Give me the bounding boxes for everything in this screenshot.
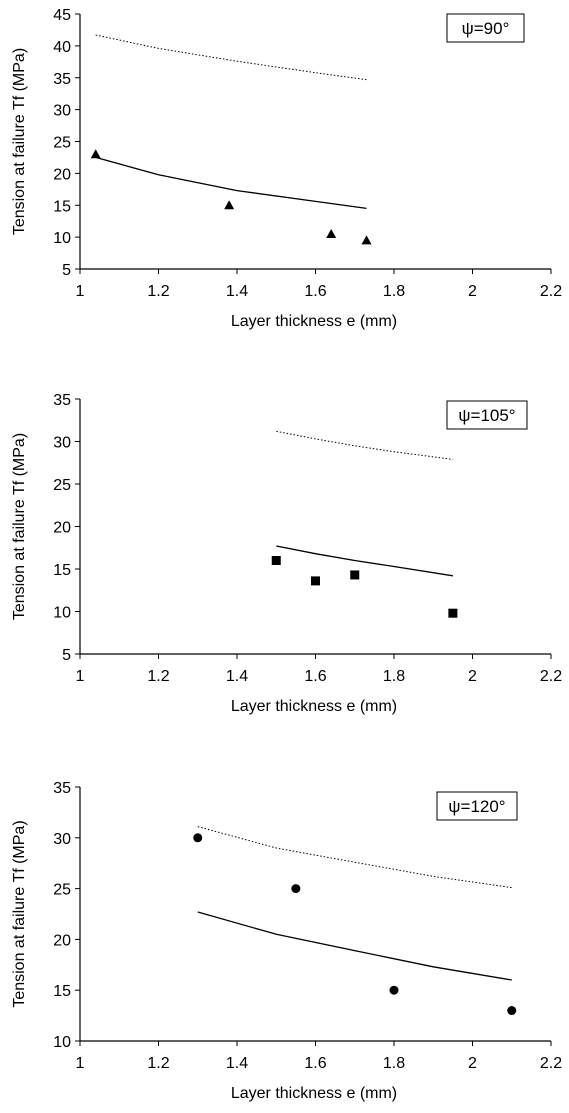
- square-point: [350, 570, 360, 580]
- y-tick-label: 35: [53, 392, 71, 409]
- dotted-model-curve: [197, 826, 512, 889]
- y-tick-label: 5: [62, 647, 71, 664]
- chart-panel-3: 10 15 20 25 30 35 1 1.2 1.4 1.6 1.8 2 2.2 Layer thick…: [11, 780, 562, 1102]
- y-tick-label: 5: [62, 262, 71, 279]
- y-tick-label: 25: [53, 882, 71, 899]
- y-tick-label: 35: [53, 780, 71, 797]
- y-tick-label: 10: [53, 605, 71, 622]
- x-tick-label: 2: [468, 283, 477, 300]
- x-axis-label: Layer thickness e (mm): [231, 698, 397, 715]
- square-point: [448, 608, 458, 618]
- y-tick-label: 35: [53, 71, 71, 88]
- x-tick-label: 1.6: [304, 1055, 326, 1072]
- y-tick-label: 20: [53, 932, 71, 949]
- x-tick-label: 2.2: [540, 1055, 562, 1072]
- angle-label-box: [446, 13, 525, 43]
- x-tick-label: 1.8: [383, 283, 405, 300]
- triangle-point: [224, 200, 235, 210]
- x-tick-label: 1.2: [147, 668, 169, 685]
- y-tick-label: 20: [53, 166, 71, 183]
- x-tick-label: 1.8: [383, 668, 405, 685]
- solid-model-curve: [276, 545, 454, 577]
- triangle-point: [90, 149, 101, 159]
- triangle-point: [361, 235, 372, 245]
- circle-point: [507, 1006, 517, 1016]
- chart-panel-2: 5 10 15 20 25 30 35 1 1.2 1.4 1.6 1.8 2 2.2 Layer thic…: [11, 392, 562, 715]
- x-tick-label: 2.2: [540, 283, 562, 300]
- angle-label-box: [436, 791, 518, 821]
- angle-label-box: [446, 400, 528, 430]
- x-tick-label: 1.6: [304, 283, 326, 300]
- square-point: [311, 576, 320, 586]
- x-tick-label: 1: [76, 283, 85, 300]
- y-axis-label: Tension at failure Tf (MPa): [11, 433, 28, 620]
- x-tick-label: 2: [468, 668, 477, 685]
- y-tick-label: 30: [53, 831, 71, 848]
- y-axis-label: Tension at failure Tf (MPa): [11, 820, 28, 1007]
- x-tick-label: 1.2: [147, 283, 169, 300]
- x-tick-label: 1.4: [226, 1055, 248, 1072]
- dotted-model-curve: [276, 430, 453, 460]
- x-tick-label: 1: [76, 668, 85, 685]
- y-axis-label: Tension at failure Tf (MPa): [11, 48, 28, 235]
- x-tick-label: 2: [468, 1055, 477, 1072]
- y-tick-label: 15: [53, 983, 71, 1000]
- chart-panel-1: 5 10 15 20 25 30 35 40 45 1 1.2 1.4 1.6 1.8 2 2.2 Layer …: [11, 7, 562, 330]
- y-tick-label: 15: [53, 562, 71, 579]
- x-axis-label: Layer thickness e (mm): [231, 1085, 397, 1102]
- y-tick-label: 45: [53, 7, 71, 24]
- y-tick-label: 25: [53, 135, 71, 152]
- y-tick-label: 30: [53, 103, 71, 120]
- x-tick-label: 1.6: [304, 668, 326, 685]
- y-tick-label: 40: [53, 39, 71, 56]
- solid-model-curve: [95, 156, 367, 210]
- circle-point: [291, 884, 301, 894]
- x-tick-label: 1.8: [383, 1055, 405, 1072]
- dotted-model-curve: [95, 34, 367, 81]
- circle-point: [193, 833, 203, 843]
- square-point: [271, 556, 281, 565]
- x-tick-label: 1.4: [226, 283, 248, 300]
- x-axis-label: Layer thickness e (mm): [231, 313, 397, 330]
- y-tick-label: 30: [53, 435, 71, 452]
- angle-label: ψ=120°: [448, 797, 505, 816]
- triangle-point: [326, 228, 337, 238]
- x-tick-label: 1: [76, 1055, 85, 1072]
- y-tick-label: 15: [53, 198, 71, 215]
- x-tick-label: 1.4: [226, 668, 248, 685]
- y-tick-label: 10: [53, 230, 71, 247]
- y-tick-label: 10: [53, 1034, 71, 1051]
- solid-model-curve: [197, 911, 512, 981]
- x-tick-label: 2.2: [540, 668, 562, 685]
- angle-label: ψ=105°: [458, 406, 515, 425]
- circle-point: [389, 985, 399, 995]
- y-tick-label: 20: [53, 520, 71, 537]
- x-tick-label: 1.2: [147, 1055, 169, 1072]
- y-tick-label: 25: [53, 477, 71, 494]
- angle-label: ψ=90°: [462, 19, 510, 38]
